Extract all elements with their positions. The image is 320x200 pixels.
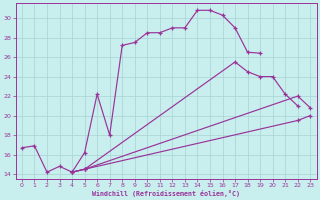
X-axis label: Windchill (Refroidissement éolien,°C): Windchill (Refroidissement éolien,°C) — [92, 190, 240, 197]
